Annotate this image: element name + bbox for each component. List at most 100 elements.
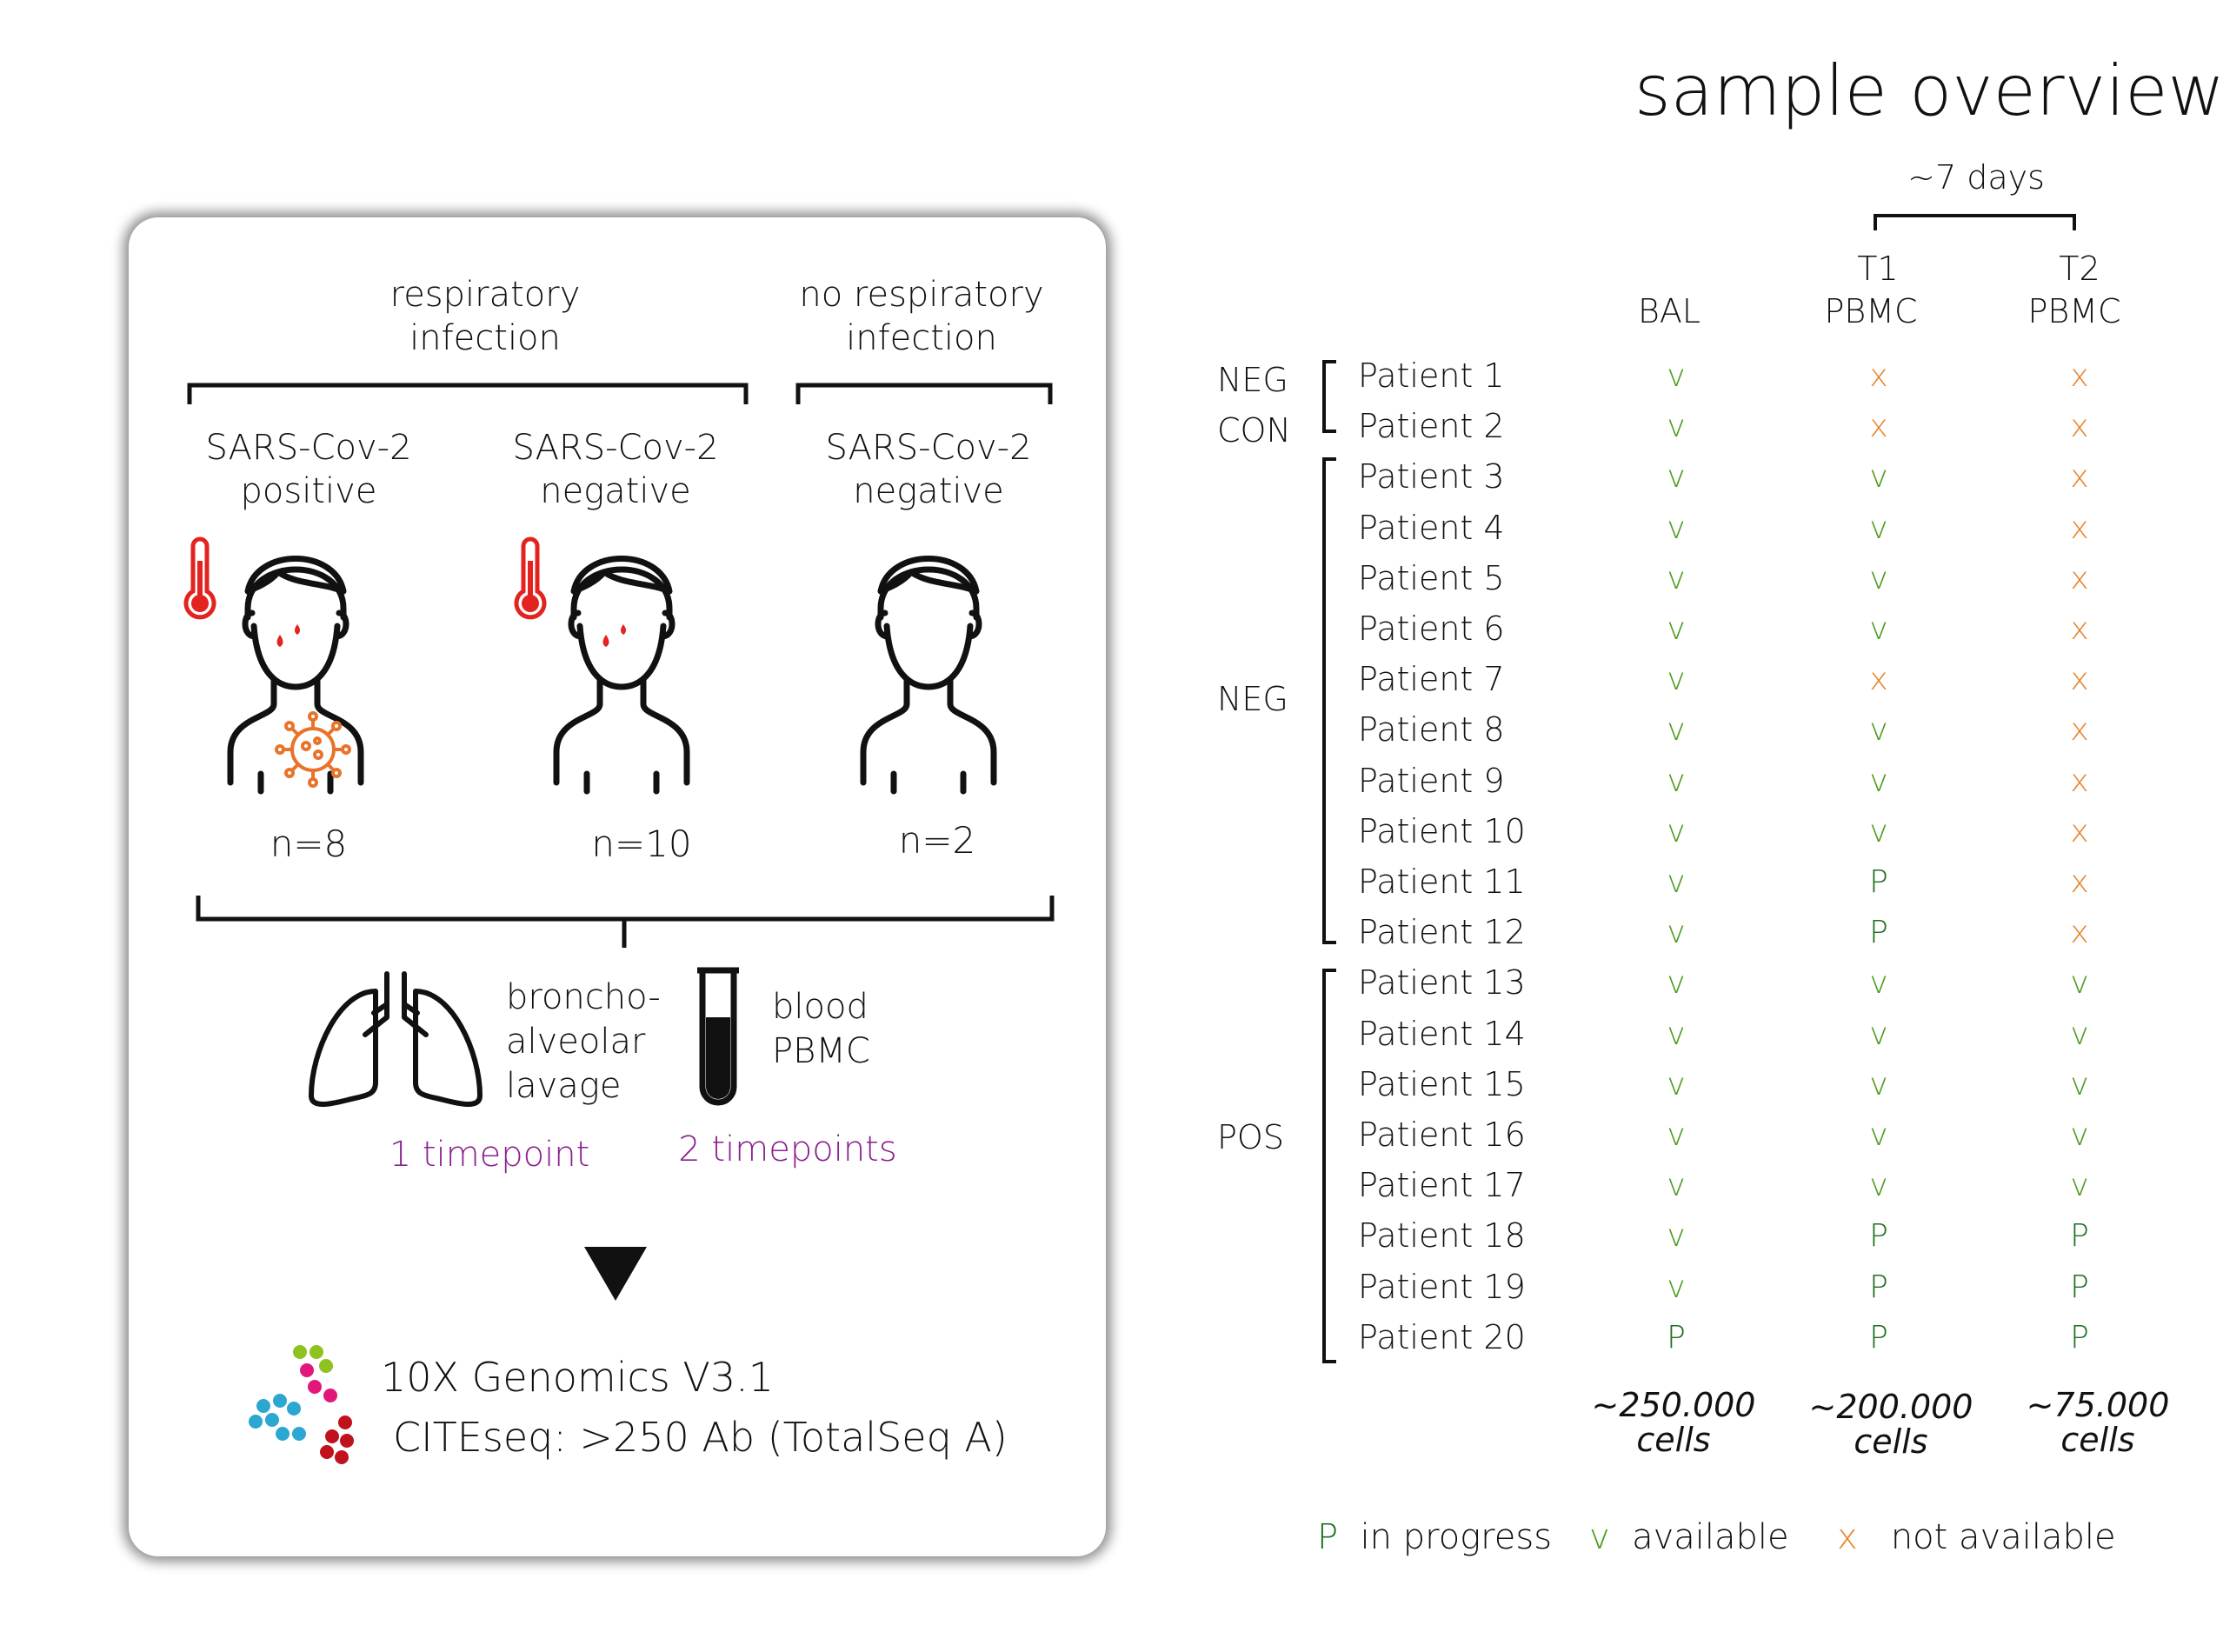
cohort-2-label: SARS-Cov-2 negative: [512, 428, 719, 511]
status-bal: v: [1667, 409, 1686, 445]
person-covid-negative-icon: [553, 556, 690, 795]
status-bal: v: [1667, 864, 1686, 900]
status-bal: v: [1667, 712, 1686, 749]
status-bal: v: [1667, 1117, 1686, 1153]
legend-symbol-p: P: [1317, 1517, 1339, 1557]
column-header-t1: PBMC: [1824, 292, 1918, 330]
status-t2: x: [2070, 560, 2089, 596]
status-t1: v: [1869, 560, 1888, 596]
column-header-t2-top: T2: [2059, 250, 2100, 288]
patient-label: Patient 5: [1358, 558, 1505, 597]
status-t2: P: [2070, 1319, 2089, 1356]
patient-label: Patient 8: [1358, 710, 1505, 749]
status-bal: v: [1667, 965, 1686, 1002]
status-t1: v: [1869, 1066, 1888, 1102]
status-t2: x: [2070, 662, 2089, 698]
cohort-merge-bracket: [196, 896, 1055, 948]
patient-label: Patient 19: [1358, 1267, 1526, 1306]
legend-label: available: [1632, 1517, 1789, 1557]
patient-label: Patient 2: [1358, 407, 1505, 446]
no-respiratory-bracket: [795, 383, 1053, 404]
status-t2: x: [2070, 763, 2089, 799]
status-t1: v: [1869, 965, 1888, 1002]
method-line-2: CITEseq: >250 Ab (TotalSeq A): [393, 1414, 1008, 1461]
legend-label: not available: [1890, 1517, 2116, 1557]
patient-label: Patient 7: [1358, 660, 1505, 699]
status-t2: x: [2070, 358, 2089, 394]
blood-timepoints: 2 timepoints: [678, 1129, 897, 1169]
group-label-neg: NEG: [1217, 680, 1288, 718]
cohort-1-count: n=8: [270, 823, 348, 865]
total-t1: ~200.000 cells: [1808, 1388, 1973, 1461]
status-t2: x: [2070, 864, 2089, 900]
status-t2: x: [2070, 915, 2089, 951]
legend-label: in progress: [1360, 1517, 1553, 1557]
patient-label: Patient 16: [1358, 1116, 1526, 1154]
status-t1: v: [1869, 813, 1888, 849]
status-t1: P: [1869, 915, 1888, 951]
patient-label: Patient 9: [1358, 761, 1505, 800]
legend-symbol-x: x: [1837, 1517, 1858, 1557]
thermometer-icon: [183, 536, 216, 620]
patient-label: Patient 11: [1358, 863, 1526, 901]
patient-label: Patient 15: [1358, 1064, 1526, 1103]
thermometer-icon: [514, 536, 547, 620]
column-header-t1-top: T1: [1857, 250, 1899, 288]
virus-icon: [275, 711, 351, 788]
status-t2: x: [2070, 459, 2089, 496]
patient-label: Patient 13: [1358, 963, 1526, 1003]
status-t1: v: [1869, 459, 1888, 496]
status-bal: v: [1667, 510, 1686, 546]
status-bal: v: [1667, 1218, 1686, 1255]
status-t2: x: [2070, 510, 2089, 546]
status-bal: v: [1667, 1168, 1686, 1204]
status-t1: P: [1869, 1319, 1888, 1356]
legend-available: v available: [1589, 1517, 1789, 1557]
bal-timepoints: 1 timepoint: [389, 1135, 590, 1175]
cell-cluster-icon: [249, 1345, 354, 1464]
total-bal: ~250.000 cells: [1591, 1386, 1756, 1459]
legend-in-progress: P in progress: [1317, 1517, 1552, 1557]
group-header-respiratory: respiratory infection: [389, 275, 581, 358]
status-t2: v: [2070, 965, 2089, 1002]
patient-label: Patient 14: [1358, 1014, 1526, 1053]
status-t2: v: [2070, 1168, 2089, 1204]
column-header-bal: BAL: [1637, 292, 1701, 330]
status-bal: v: [1667, 813, 1686, 849]
study-design-panel: [129, 217, 1106, 1556]
status-t1: x: [1869, 358, 1888, 394]
status-t2: x: [2070, 712, 2089, 749]
status-t1: x: [1869, 662, 1888, 698]
status-bal: v: [1667, 1269, 1686, 1305]
status-bal: v: [1667, 459, 1686, 496]
status-t2: v: [2070, 1066, 2089, 1102]
status-t1: P: [1869, 1218, 1888, 1255]
status-t1: P: [1869, 864, 1888, 900]
status-bal: v: [1667, 1066, 1686, 1102]
total-t2: ~75.000 cells: [2026, 1386, 2170, 1459]
bal-label: broncho-alveolar lavage: [506, 977, 661, 1106]
person-healthy-icon: [860, 556, 997, 795]
status-t2: x: [2070, 611, 2089, 647]
group-header-no-respiratory: no respiratory infection: [799, 275, 1044, 358]
status-bal: v: [1667, 1016, 1686, 1052]
cohort-1-label: SARS-Cov-2 positive: [205, 428, 412, 511]
patient-label: Patient 12: [1358, 913, 1526, 952]
patient-label: Patient 17: [1358, 1166, 1526, 1205]
lungs-icon: [309, 971, 483, 1107]
status-t1: v: [1869, 1016, 1888, 1052]
status-bal: v: [1667, 358, 1686, 394]
cohort-3-count: n=2: [898, 819, 976, 862]
status-bal: v: [1667, 611, 1686, 647]
status-t1: v: [1869, 510, 1888, 546]
status-t1: v: [1869, 1117, 1888, 1153]
respiratory-bracket: [187, 383, 749, 404]
patient-label: Patient 18: [1358, 1216, 1526, 1256]
status-t1: v: [1869, 611, 1888, 647]
page-title: sample overview: [1634, 50, 2223, 131]
status-bal: v: [1667, 763, 1686, 799]
patient-label: Patient 4: [1358, 508, 1505, 547]
status-t1: v: [1869, 1168, 1888, 1204]
status-t2: x: [2070, 813, 2089, 849]
